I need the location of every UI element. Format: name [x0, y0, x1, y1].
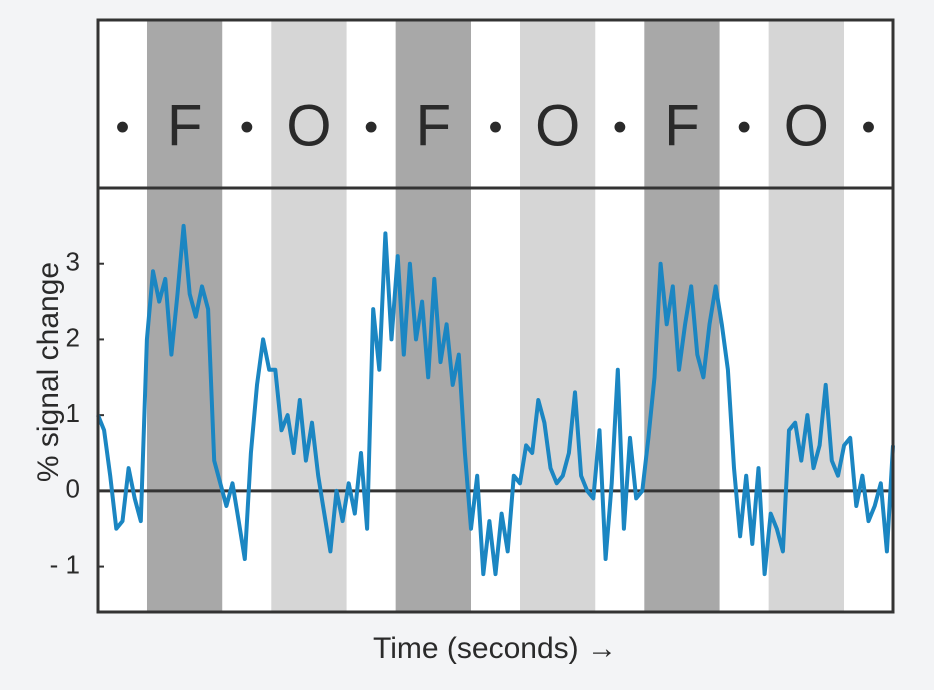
y-tick-label: 0	[66, 474, 80, 504]
block-label: •	[488, 106, 502, 150]
y-tick-label: 1	[66, 398, 80, 428]
y-tick-label: 2	[66, 322, 80, 352]
block-label: O	[535, 93, 580, 158]
block-band	[768, 20, 845, 612]
block-label: O	[286, 93, 331, 158]
x-axis-label: Time (seconds) →	[373, 632, 617, 665]
block-label: •	[240, 106, 254, 150]
frame	[96, 18, 895, 614]
block-label: F	[416, 93, 451, 158]
signal-line	[96, 223, 895, 577]
block-label: •	[613, 106, 627, 150]
block-label: F	[167, 93, 202, 158]
y-axis-label: % signal change	[32, 262, 65, 482]
block-label: •	[862, 106, 876, 150]
y-tick-label: - 1	[50, 549, 80, 579]
block-label: •	[115, 106, 129, 150]
block-label: •	[364, 106, 378, 150]
block-band	[519, 20, 596, 612]
block-label: F	[664, 93, 699, 158]
y-tick-label: 3	[66, 247, 80, 277]
block-label: •	[737, 106, 751, 150]
block-label: O	[784, 93, 829, 158]
